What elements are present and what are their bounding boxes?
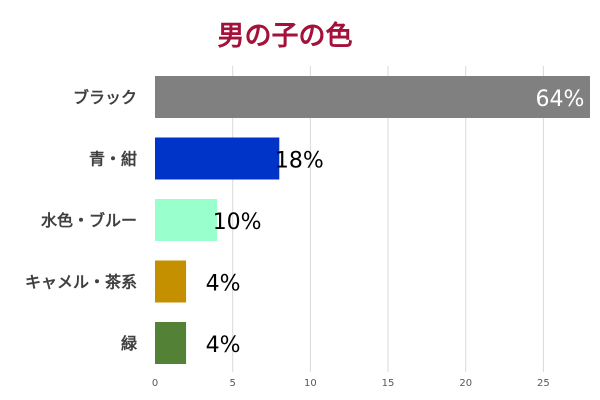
data-label: 4% (206, 333, 241, 358)
bar (155, 322, 187, 364)
data-labels: 64% 18% 10% 4% 4% (206, 87, 585, 358)
x-tick-label: 0 (152, 378, 158, 389)
x-tick-label: 25 (537, 378, 550, 389)
bar (155, 199, 218, 241)
category-label: キャメル・茶系 (25, 273, 137, 292)
category-label: ブラック (73, 88, 137, 107)
category-label: 青・紺 (89, 150, 137, 169)
data-label: 64% (536, 87, 585, 112)
x-tick-label: 15 (382, 378, 395, 389)
bar (155, 137, 280, 180)
data-label: 10% (213, 210, 262, 235)
bars (155, 76, 590, 364)
category-label: 緑 (121, 334, 138, 353)
bar (155, 76, 590, 118)
x-tick-label: 20 (459, 378, 472, 389)
data-label: 18% (275, 149, 324, 174)
x-tick-label: 10 (304, 378, 317, 389)
data-label: 4% (206, 272, 241, 297)
category-label: 水色・ブルー (41, 211, 137, 230)
chart-title: 男の子の色 (218, 20, 353, 52)
x-tick-label: 5 (229, 378, 235, 389)
x-tick-labels: 0 5 10 15 20 25 (152, 378, 550, 389)
bar (155, 260, 187, 303)
